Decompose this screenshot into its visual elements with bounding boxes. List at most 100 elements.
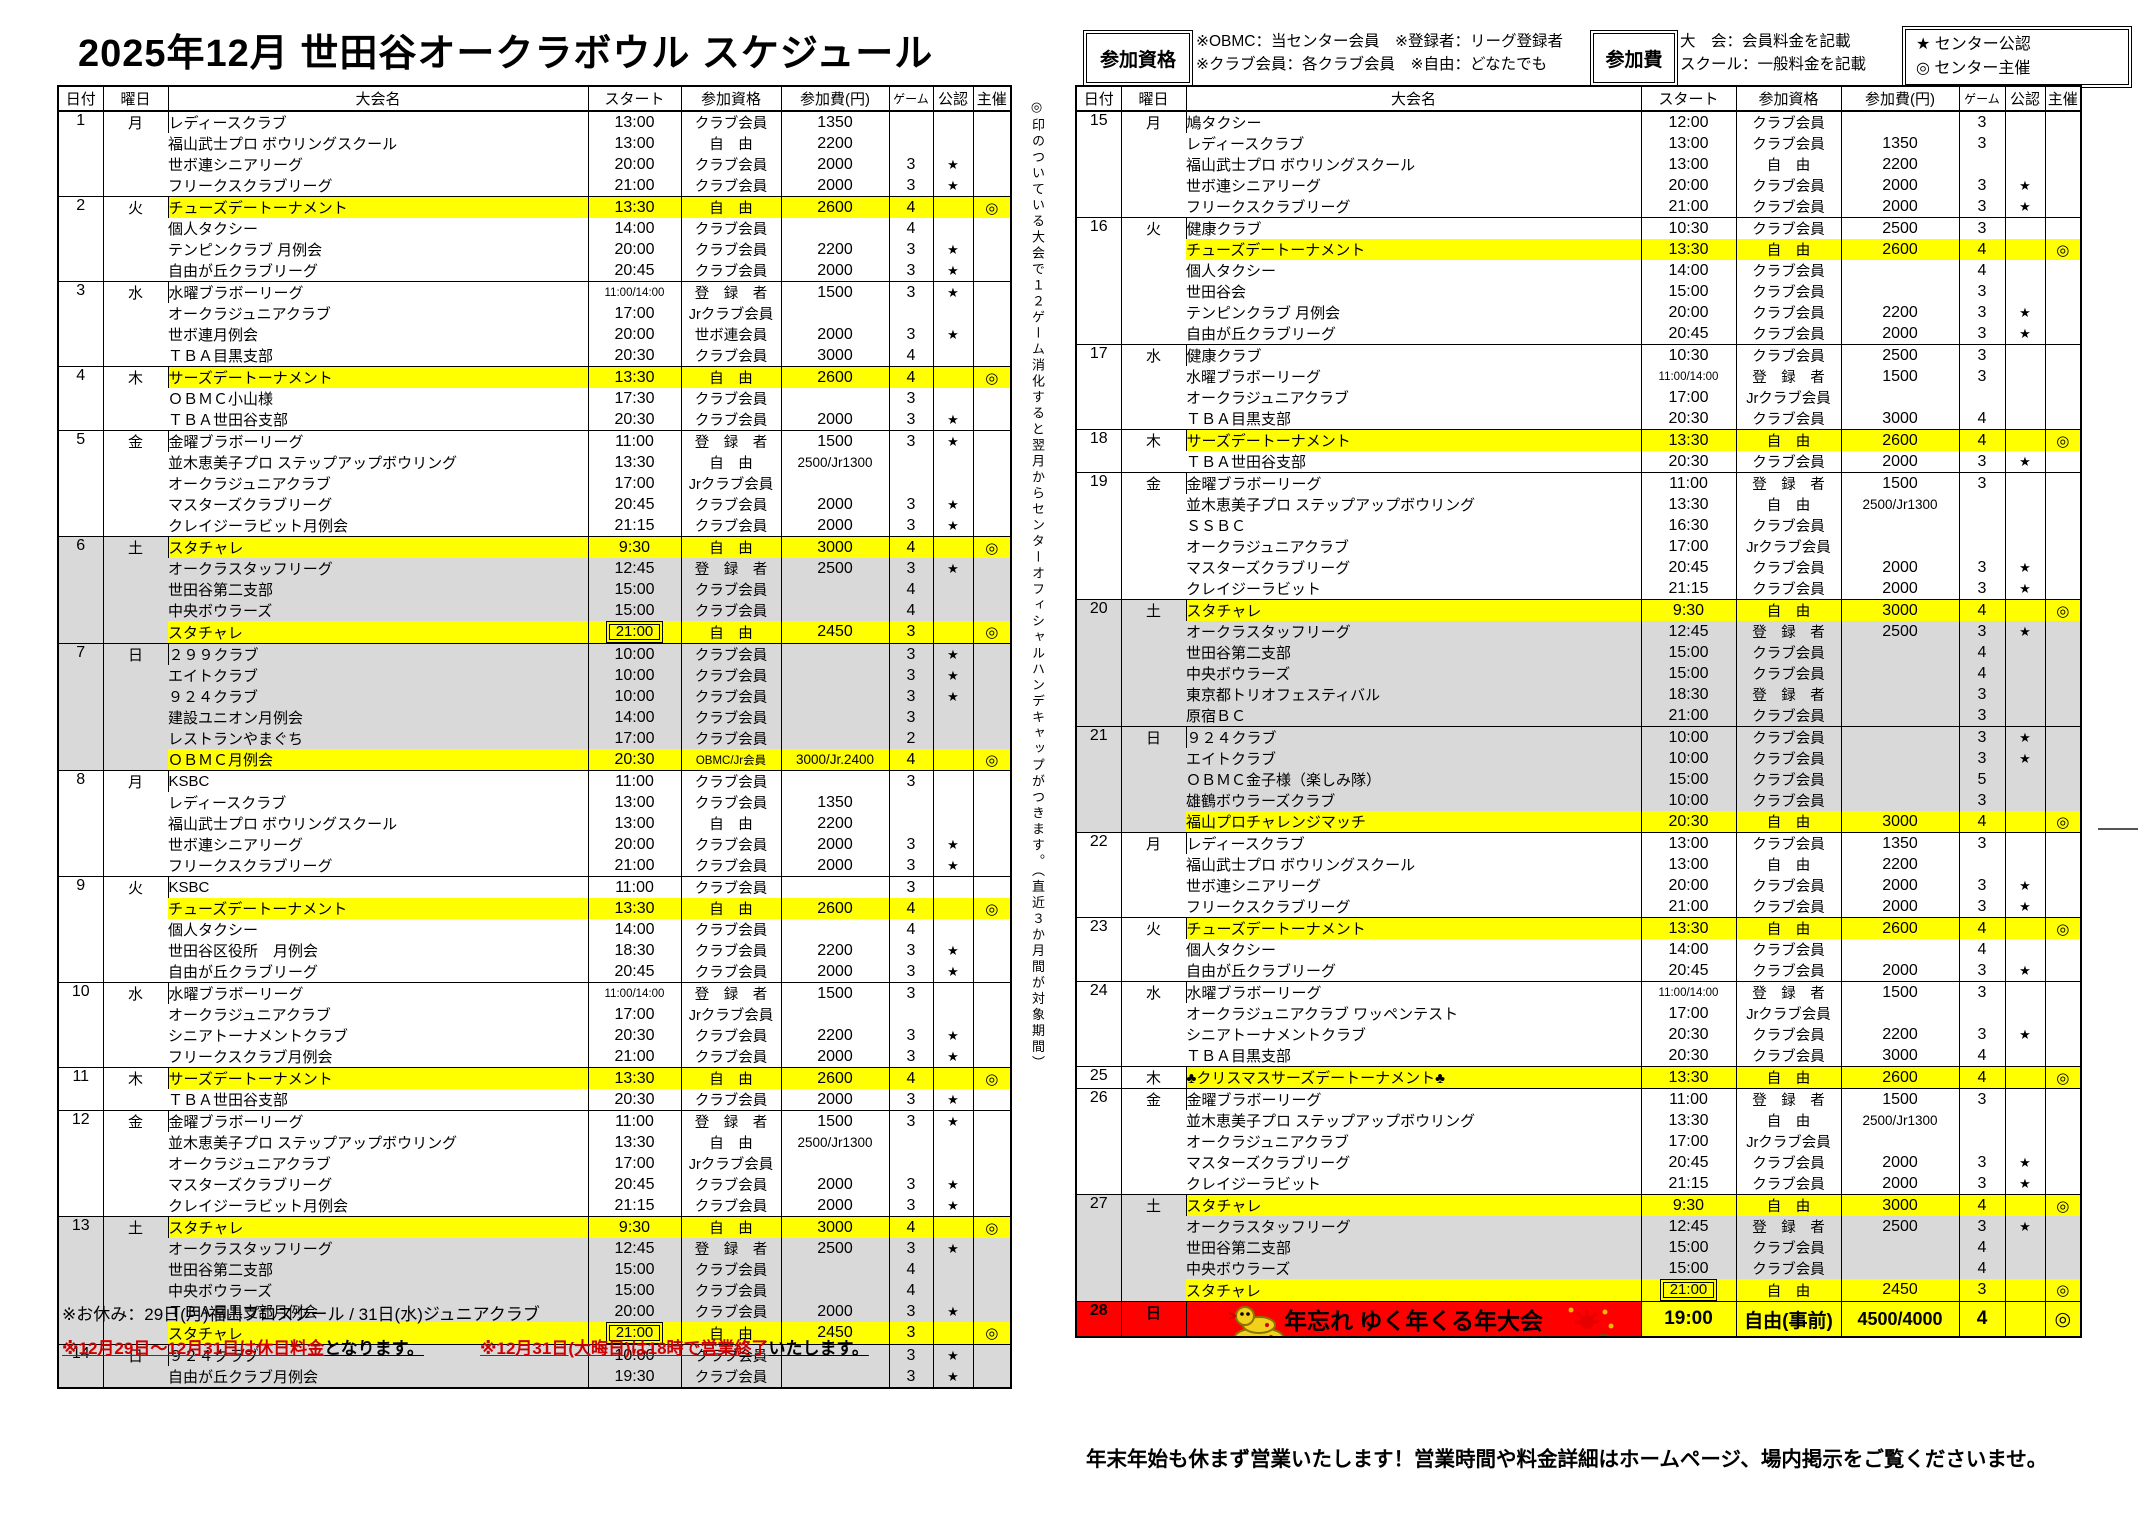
event-row: 福山武士プロ ボウリングスクール 13:00 自 由 2200: [58, 813, 1011, 834]
qualification-cell: クラブ会員: [680, 707, 781, 728]
qualification-cell: クラブ会員: [680, 218, 781, 239]
start-time-cell: 21:00: [587, 621, 681, 644]
qualification-cell: クラブ会員: [1735, 705, 1841, 727]
event-row: 福山武士プロ ボウリングスクール 13:00 自 由 2200: [1076, 854, 2081, 875]
start-time-cell: 15:00: [587, 1280, 681, 1301]
event-name-cell: フリークスクラブリーグ: [168, 858, 333, 875]
weekday-cell: 土: [1120, 1194, 1186, 1302]
start-time-cell: 11:00/14:00: [587, 982, 681, 1004]
fee-cell: [1840, 281, 1959, 302]
event-row: 28 日 年忘れ ゆく年くる年大会 19:00 自由(事前) 4500/4000 4 ◎: [1076, 1301, 2081, 1337]
date-cell: 26: [1076, 1088, 1121, 1195]
host-mark-cell: [972, 1366, 1011, 1388]
games-cell: 3: [888, 961, 933, 983]
fee-cell: 2200: [780, 940, 889, 961]
event-row: 福山武士プロ ボウリングスクール 13:00 自 由 2200: [1076, 154, 2081, 175]
fee-cell: [780, 919, 889, 940]
start-time-cell: 20:45: [587, 1174, 681, 1195]
certified-star-cell: [2004, 133, 2045, 154]
host-mark-cell: [972, 813, 1011, 834]
host-mark-cell: ◎: [2044, 811, 2081, 833]
schedule-table: 日付 曜日 大会名 スタート 参加資格 参加費(円) ゲーム 公認 主催 1 月レディースクラブ 13…: [57, 85, 1012, 1389]
event-name-cell: 世田谷第二支部: [1186, 642, 1641, 663]
qualification-cell: クラブ会員: [1735, 515, 1841, 536]
event-row: ＳＳＢＣ 16:30 クラブ会員: [1076, 515, 2081, 536]
fee-cell: [780, 707, 889, 728]
qualification-cell: クラブ会員: [680, 345, 781, 367]
host-mark-cell: [2044, 1131, 2081, 1152]
start-time-cell: 20:00: [1640, 175, 1736, 196]
fee-cell: 2600: [780, 1067, 889, 1089]
games-cell: 3: [888, 239, 933, 260]
start-time-cell: 9:30: [587, 1216, 681, 1238]
games-cell: 4: [1958, 429, 2005, 451]
event-row: 世田谷区役所 月例会 18:30 クラブ会員 2200 3 ★: [58, 940, 1011, 961]
games-cell: 3: [1958, 281, 2005, 302]
qualification-cell: クラブ会員: [1735, 1045, 1841, 1067]
event-name-cell: 金曜ブラボーリーグ: [167, 430, 588, 452]
certified-star-cell: [2004, 408, 2045, 430]
start-time-cell: 10:00: [587, 665, 681, 686]
certified-star-cell: ★: [2004, 960, 2045, 982]
event-name-cell: オークラジュニアクラブ: [168, 1007, 331, 1024]
games-cell: 3: [1958, 790, 2005, 811]
start-time-cell: 13:30: [1640, 1110, 1736, 1131]
qualification-cell: Jrクラブ会員: [1735, 387, 1841, 408]
fee-cell: 2600: [780, 366, 889, 388]
qualification-cell: クラブ会員: [680, 515, 781, 537]
games-cell: 3: [888, 324, 933, 345]
games-cell: 4: [888, 345, 933, 367]
host-mark-cell: [972, 1280, 1011, 1301]
event-name-cell: 世ボ連月例会: [168, 327, 259, 344]
event-row: クレイジーラビット 21:15 クラブ会員 2000 3 ★: [1076, 578, 2081, 600]
fee-cell: [1840, 1131, 1959, 1152]
qualification-cell: クラブ会員: [680, 1046, 781, 1068]
event-row: 世田谷第二支部 15:00 クラブ会員 4: [58, 579, 1011, 600]
host-mark-cell: [972, 792, 1011, 813]
games-cell: 3: [888, 686, 933, 707]
games-cell: 3: [888, 982, 933, 1004]
start-time-cell: 13:30: [1640, 239, 1736, 260]
games-cell: 3: [1958, 684, 2005, 705]
certified-star-cell: ★: [932, 239, 973, 260]
event-row: 並木恵美子プロ ステップアップボウリング 13:30 自 由 2500/Jr1300: [58, 452, 1011, 473]
event-name-cell: スタチャレ: [167, 1216, 588, 1238]
start-time-cell: 13:30: [587, 898, 681, 919]
event-name-cell: ＯＢＭＣ小山様: [168, 391, 274, 408]
event-name-cell: ９２４クラブ: [168, 686, 588, 707]
games-cell: 3: [1958, 726, 2005, 748]
host-mark-cell: [972, 515, 1011, 537]
event-row: 世ボ連シニアリーグ 20:00 クラブ会員 2000 3 ★: [1076, 875, 2081, 896]
games-cell: 3: [888, 1089, 933, 1111]
event-row: マスターズクラブリーグ 20:45 クラブ会員 2000 3 ★: [1076, 557, 2081, 578]
host-mark-cell: [972, 940, 1011, 961]
qualification-cell: クラブ会員: [680, 1089, 781, 1111]
event-row: フリークスクラブリーグ 21:00 クラブ会員 2000 3 ★: [58, 175, 1011, 197]
event-row: 2 火チューズデートーナメント 13:30 自 由 2600 4 ◎: [58, 196, 1011, 282]
games-cell: 4: [888, 1067, 933, 1089]
certified-star-cell: ★: [932, 1046, 973, 1068]
fee-cell: 1350: [780, 792, 889, 813]
event-row: 19 金金曜ブラボーリーグ 11:00 登 録 者 1500 3: [1076, 472, 2081, 600]
event-name-cell: テンピンクラブ 月例会: [168, 242, 323, 259]
certified-star-cell: [932, 707, 973, 728]
fee-cell: 2000: [780, 324, 889, 345]
games-cell: 3: [1958, 578, 2005, 600]
start-time-cell: 14:00: [1640, 939, 1736, 960]
fee-cell: [1840, 790, 1959, 811]
event-name-cell: 個人タクシー: [168, 922, 259, 939]
legend-fee-box: 参加費: [1590, 30, 1678, 86]
event-row: クレイジーラビット 21:15 クラブ会員 2000 3 ★: [1076, 1173, 2081, 1195]
host-mark-cell: ◎: [972, 1322, 1011, 1345]
certified-star-cell: ★: [2004, 1024, 2045, 1045]
boxed-start-time: 21:00: [605, 1322, 664, 1344]
certified-star-cell: [2004, 663, 2045, 684]
fee-cell: 1500: [780, 281, 889, 303]
host-mark-cell: [2044, 875, 2081, 896]
start-time-cell: 13:00: [587, 813, 681, 834]
legend-fee-label: 参加費: [1605, 49, 1663, 71]
certified-star-cell: ★: [932, 1025, 973, 1046]
event-name-cell: マスターズクラブリーグ: [1186, 1155, 1351, 1172]
event-name-cell: 金曜ブラボーリーグ: [1185, 472, 1641, 494]
special-event-name-cell: 年忘れ ゆく年くる年大会: [1185, 1301, 1641, 1337]
